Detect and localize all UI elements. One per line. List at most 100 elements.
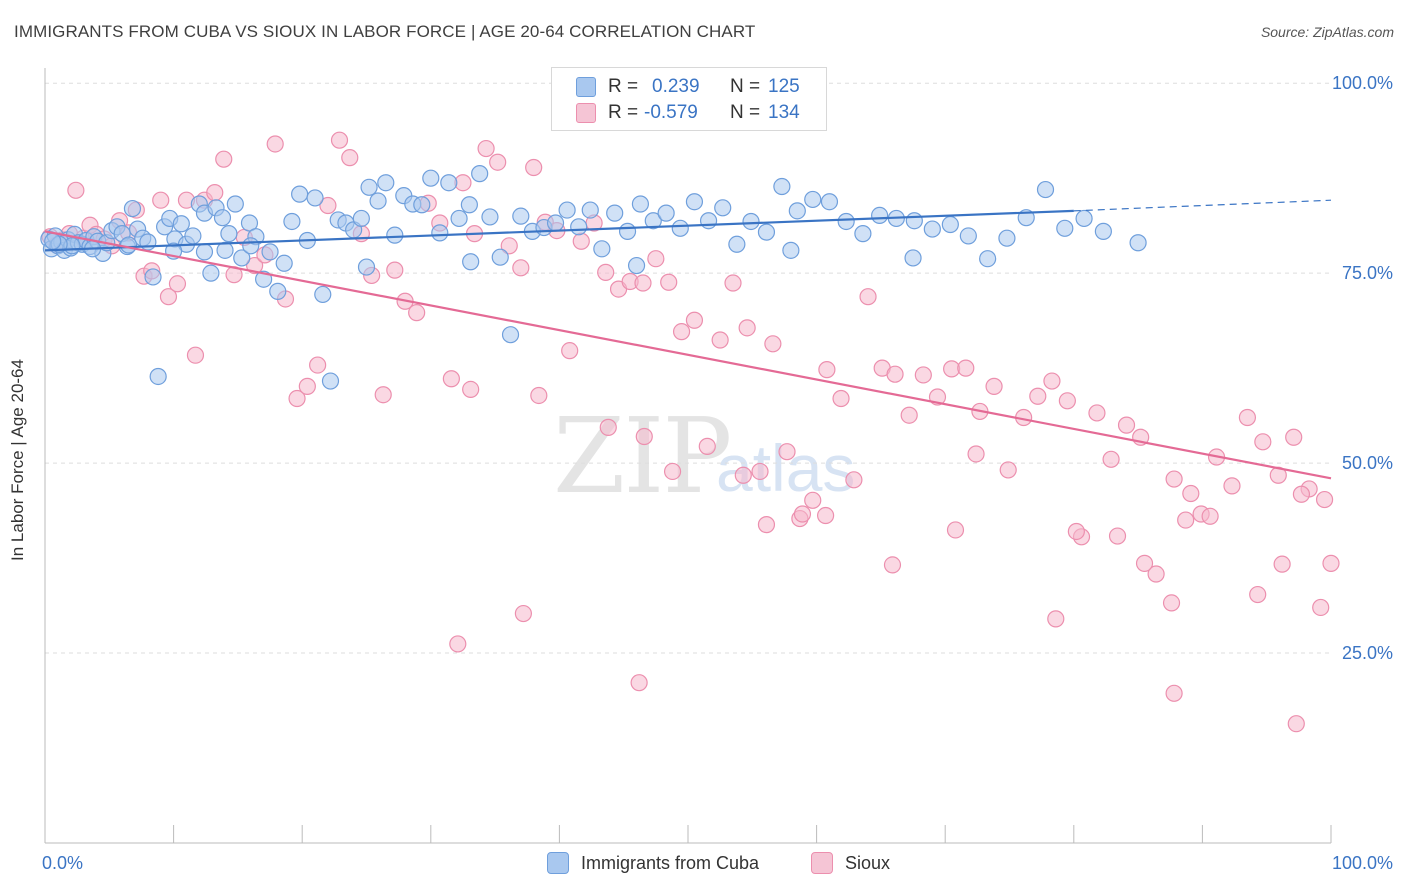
cuba-r-label: R = <box>608 76 639 97</box>
sioux-point <box>330 131 349 149</box>
cuba-swatch <box>576 77 596 97</box>
sioux-point <box>489 153 507 171</box>
cuba-point <box>283 212 301 231</box>
cuba-point <box>184 227 202 245</box>
sioux-point <box>832 389 850 408</box>
source-label: Source: ZipAtlas.com <box>1260 24 1394 40</box>
stats-legend: R = 0.239 N = 125 R = -0.579 N = 134 <box>551 67 827 131</box>
sioux-point <box>1029 387 1047 405</box>
cuba-point <box>233 249 251 267</box>
y-axis-label: In Labor Force | Age 20-64 <box>8 359 27 561</box>
sioux-point <box>152 191 170 209</box>
cuba-point <box>481 208 499 226</box>
sioux-point <box>319 196 337 215</box>
sioux-point <box>818 361 836 379</box>
sioux-point <box>883 556 902 574</box>
cuba-trend-extension <box>1073 199 1332 212</box>
cuba-point <box>728 235 746 253</box>
sioux-point <box>999 461 1017 479</box>
cuba-point <box>788 202 806 220</box>
sioux-point <box>1223 477 1241 495</box>
legend-sioux-label: Sioux <box>845 852 891 873</box>
sioux-point <box>599 418 617 436</box>
sioux-point <box>804 491 822 509</box>
sioux-point <box>859 288 877 306</box>
sioux-point <box>757 516 776 534</box>
cuba-point <box>837 212 855 231</box>
cuba-point <box>742 212 760 231</box>
series-legend: Immigrants from Cuba Sioux <box>0 851 1406 877</box>
cuba-point <box>314 285 332 304</box>
cuba-point <box>195 243 214 261</box>
sioux-point <box>215 150 233 168</box>
cuba-point <box>352 209 370 228</box>
sioux-point <box>1182 484 1200 503</box>
cuba-point <box>854 225 872 243</box>
sioux-point <box>298 377 316 395</box>
sioux-point <box>685 311 704 329</box>
sioux-point <box>462 380 480 398</box>
sioux-n-value: 134 <box>768 102 800 123</box>
cuba-point <box>959 227 977 245</box>
cuba-point <box>255 270 273 288</box>
sioux-point <box>561 342 579 360</box>
legend-sioux-swatch <box>811 852 833 874</box>
cuba-point <box>714 199 732 217</box>
cuba-point <box>242 237 260 255</box>
watermark-zip: ZIP <box>553 395 732 517</box>
cuba-point <box>357 258 376 276</box>
sioux-point <box>525 158 543 177</box>
sioux-point <box>946 521 965 539</box>
cuba-point <box>618 222 637 240</box>
sioux-point <box>386 261 404 279</box>
cuba-point <box>644 212 662 230</box>
sioux-point <box>1238 408 1257 427</box>
cuba-point <box>226 195 244 213</box>
cuba-r-value: 0.239 <box>652 76 700 97</box>
sioux-point <box>967 445 985 463</box>
sioux-point <box>957 359 975 377</box>
cuba-n-value: 125 <box>768 76 800 97</box>
sioux-point <box>817 506 835 525</box>
sioux-point <box>1315 490 1334 509</box>
sioux-point <box>1135 554 1154 572</box>
sioux-point <box>660 273 678 291</box>
sioux-point <box>663 462 682 481</box>
sioux-point <box>1273 555 1291 573</box>
sioux-point <box>751 462 769 481</box>
sioux-point <box>449 635 467 653</box>
sioux-point <box>886 365 904 383</box>
cuba-point <box>593 240 611 258</box>
cuba-point <box>998 229 1016 247</box>
sioux-point <box>734 466 752 484</box>
cuba-point <box>269 282 287 300</box>
sioux-point <box>341 149 359 167</box>
cuba-point <box>512 207 530 225</box>
sioux-point <box>1147 565 1165 583</box>
legend-cuba-swatch <box>547 852 569 874</box>
sioux-point <box>374 386 392 404</box>
sioux-point <box>630 674 648 692</box>
sioux-point <box>514 604 532 623</box>
legend-row-cuba: R = 0.239 N = 125 <box>576 75 800 99</box>
sioux-point <box>634 274 652 292</box>
cuba-point <box>570 218 588 236</box>
sioux-point <box>1254 433 1272 451</box>
sioux-point <box>186 346 205 364</box>
sioux-point <box>159 288 178 306</box>
y-tick-label-25: 25.0% <box>1342 643 1393 663</box>
cuba-point <box>1094 222 1112 240</box>
cuba-point <box>979 250 997 268</box>
cuba-point <box>149 367 167 386</box>
cuba-n-label: N = <box>730 76 761 97</box>
cuba-point <box>606 204 624 222</box>
sioux-n-label: N = <box>730 102 761 123</box>
sioux-point <box>914 366 932 384</box>
sioux-point <box>900 406 918 424</box>
x-tick-label-min: 0.0% <box>42 853 83 873</box>
sioux-point <box>738 319 756 337</box>
cuba-point <box>1056 219 1074 237</box>
x-tick-label-max: 100.0% <box>1332 853 1393 873</box>
cuba-point <box>386 226 404 244</box>
cuba-trend-line <box>44 209 1074 252</box>
